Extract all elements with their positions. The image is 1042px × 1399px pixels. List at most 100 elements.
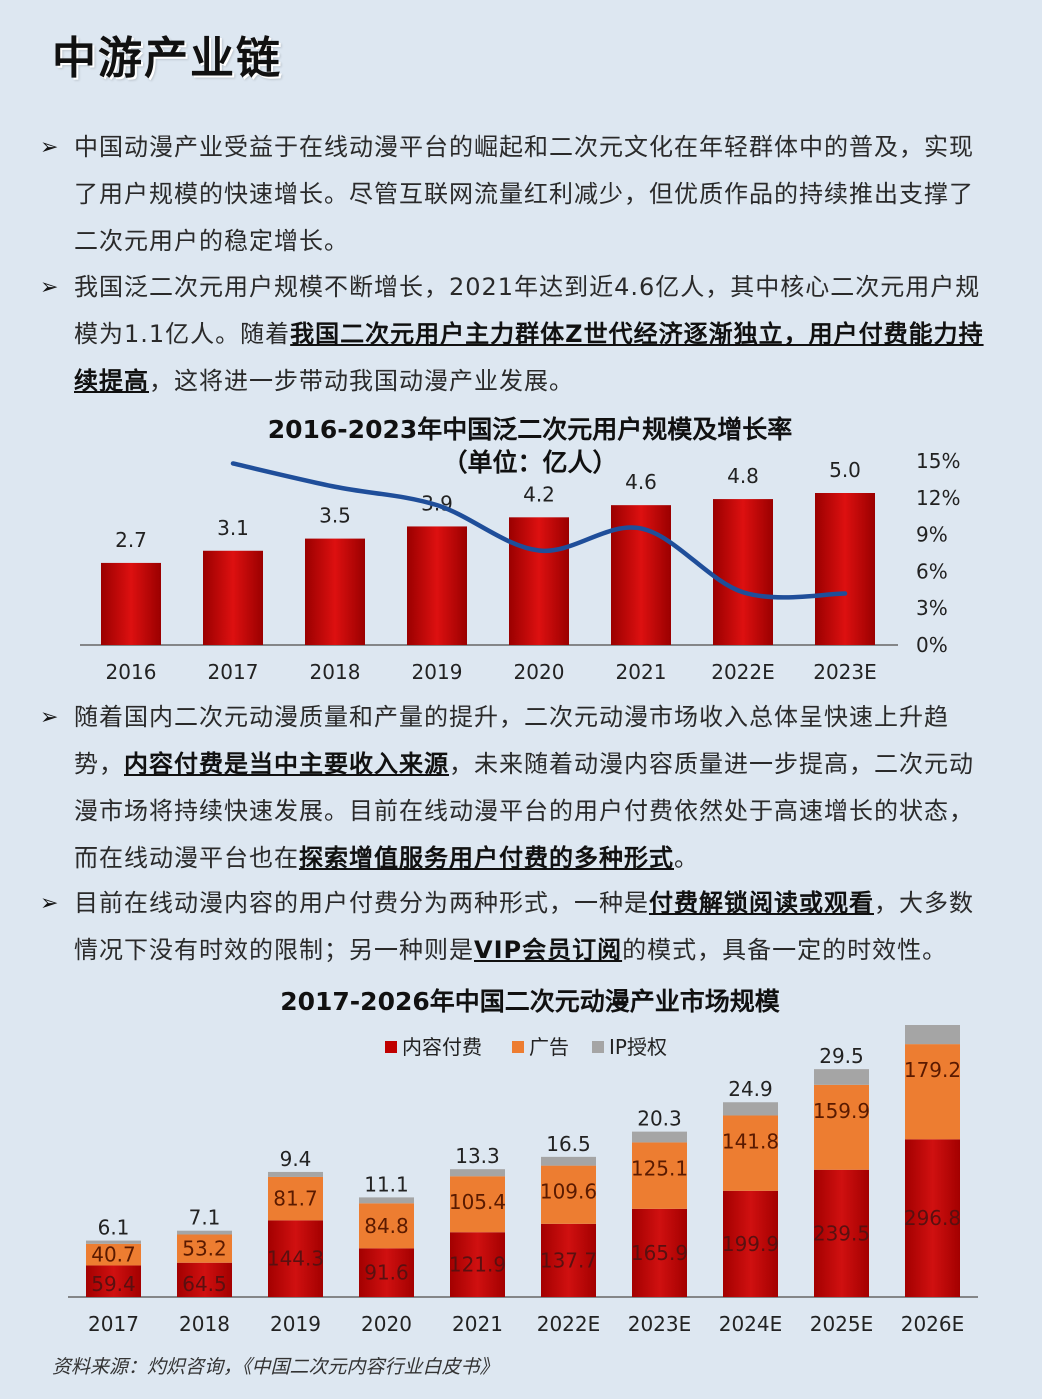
stack-segment-内容付费	[450, 1232, 505, 1297]
arrow-bullet-icon: ➢	[40, 891, 60, 916]
chart2-title: 2017-2026年中国二次元动漫产业市场规模	[280, 987, 780, 1016]
bar-value-label: 3.5	[319, 504, 351, 528]
stack-segment-广告	[905, 1044, 960, 1140]
bar	[407, 526, 467, 645]
body-text: 中国动漫产业受益于在线动漫平台的崛起和二次元文化在年轻群体中的普及，实现了用户规…	[74, 133, 974, 255]
emphasis-text: 内容付费是当中主要收入来源	[124, 750, 449, 778]
body-text: 。	[674, 844, 699, 872]
x-tick-label: 2018	[179, 1312, 230, 1336]
paragraph-3: ➢ 随着国内二次元动漫质量和产量的提升，二次元动漫市场收入总体呈快速上升趋势，内…	[40, 694, 992, 882]
stack-segment-广告	[86, 1243, 141, 1266]
stack-segment-广告	[268, 1176, 323, 1221]
body-text: 随着国内二次元动漫质量和产量的提升，二次元动漫市场收入总体呈快速上升趋势，	[74, 703, 949, 778]
legend-label: IP授权	[609, 1035, 667, 1059]
arrow-bullet-icon: ➢	[40, 275, 60, 300]
stack-segment-内容付费	[723, 1190, 778, 1297]
body-text: ，大多数情况下没有时效的限制；另一种则是	[74, 889, 974, 964]
segment-value-label: 16.5	[546, 1132, 591, 1156]
segment-value-label: 29.5	[819, 1044, 864, 1068]
x-tick-label: 2022E	[537, 1312, 601, 1336]
y2-tick-label: 0%	[916, 633, 948, 657]
stack-segment-内容付费	[541, 1223, 596, 1297]
x-tick-label: 2017	[88, 1312, 139, 1336]
emphasis-text: 我国二次元用户主力群体Z世代经济逐渐独立，用户付费能力持续提高	[74, 320, 984, 395]
y2-tick-label: 9%	[916, 523, 948, 547]
segment-value-label: 141.8	[722, 1129, 779, 1153]
y2-tick-label: 12%	[916, 486, 960, 510]
segment-value-label: 199.9	[722, 1232, 779, 1256]
stack-segment-内容付费	[814, 1169, 869, 1297]
growth-rate-line	[230, 461, 848, 600]
stack-segment-IP授权	[450, 1169, 505, 1177]
bar-value-label: 4.6	[625, 470, 657, 494]
segment-value-label: 7.1	[189, 1206, 221, 1230]
segment-value-label: 64.5	[182, 1272, 227, 1296]
x-tick-label: 2026E	[901, 1312, 965, 1336]
legend-label: 内容付费	[402, 1035, 482, 1059]
bar	[611, 505, 671, 645]
stack-segment-内容付费	[905, 1139, 960, 1297]
paragraph-text: 随着国内二次元动漫质量和产量的提升，二次元动漫市场收入总体呈快速上升趋势，内容付…	[74, 694, 992, 882]
emphasis-text: 探索增值服务用户付费的多种形式	[299, 844, 674, 872]
bar	[203, 550, 263, 645]
segment-value-label: 20.3	[637, 1107, 682, 1131]
segment-value-label: 24.9	[728, 1077, 773, 1101]
x-tick-label: 2021	[452, 1312, 503, 1336]
stack-segment-IP授权	[268, 1171, 323, 1177]
stack-segment-广告	[541, 1165, 596, 1224]
stack-segment-内容付费	[268, 1220, 323, 1297]
segment-value-label: 59.4	[91, 1272, 136, 1296]
paragraph-4: ➢ 目前在线动漫内容的用户付费分为两种形式，一种是付费解锁阅读或观看，大多数情况…	[40, 880, 992, 974]
x-tick-label: 2025E	[810, 1312, 874, 1336]
chart1-title: 2016-2023年中国泛二次元用户规模及增长率	[267, 415, 793, 444]
chart1-subtitle: （单位：亿人）	[442, 448, 618, 477]
segment-value-label: 137.7	[540, 1248, 597, 1272]
x-tick-label: 2019	[412, 660, 463, 684]
bar-value-label: 3.1	[217, 516, 249, 540]
segment-value-label: 165.9	[631, 1241, 688, 1265]
segment-value-label: 239.5	[813, 1221, 870, 1245]
legend-label: 广告	[529, 1035, 569, 1059]
source-note: 资料来源：灼炽咨询，《中国二次元内容行业白皮书》	[52, 1356, 499, 1378]
segment-value-label: 53.2	[182, 1237, 227, 1261]
x-tick-label: 2023E	[628, 1312, 692, 1336]
arrow-bullet-icon: ➢	[40, 135, 60, 160]
stack-segment-内容付费	[359, 1248, 414, 1297]
stack-segment-广告	[359, 1203, 414, 1249]
stack-segment-广告	[450, 1176, 505, 1233]
legend-swatch	[512, 1041, 524, 1053]
segment-value-label: 125.1	[631, 1156, 688, 1180]
bar-value-label: 4.8	[727, 464, 759, 488]
paragraph-text: 中国动漫产业受益于在线动漫平台的崛起和二次元文化在年轻群体中的普及，实现了用户规…	[74, 124, 992, 265]
stack-segment-IP授权	[359, 1197, 414, 1204]
stack-segment-IP授权	[541, 1156, 596, 1166]
arrow-bullet-icon: ➢	[40, 705, 60, 730]
legend-swatch	[592, 1041, 604, 1053]
body-text: ，这将进一步带动我国动漫产业发展。	[149, 367, 574, 395]
segment-value-label: 179.2	[904, 1058, 961, 1082]
x-tick-label: 2020	[514, 660, 565, 684]
segment-value-label: 84.8	[364, 1214, 409, 1238]
body-text: 的模式，具备一定的时效性。	[622, 936, 948, 964]
y2-tick-label: 6%	[916, 559, 948, 583]
stack-segment-广告	[632, 1142, 687, 1209]
bar	[305, 538, 365, 645]
bar-value-label: 4.2	[523, 482, 555, 506]
segment-value-label: 144.3	[267, 1247, 324, 1271]
segment-value-label: 81.7	[273, 1187, 318, 1211]
emphasis-text: VIP会员订阅	[474, 936, 623, 964]
user-scale-chart: 2.720163.120173.520183.920194.220204.620…	[80, 449, 960, 684]
stack-segment-IP授权	[814, 1069, 869, 1085]
stack-segment-内容付费	[177, 1262, 232, 1297]
segment-value-label: 121.9	[449, 1253, 506, 1277]
segment-value-label: 6.1	[98, 1216, 130, 1240]
emphasis-text: 付费解锁阅读或观看	[649, 889, 874, 917]
stack-segment-广告	[723, 1115, 778, 1191]
bar	[713, 499, 773, 645]
stack-segment-IP授权	[632, 1131, 687, 1143]
paragraph-text: 我国泛二次元用户规模不断增长，2021年达到近4.6亿人，其中核心二次元用户规模…	[74, 264, 992, 405]
segment-value-label: 105.4	[449, 1190, 506, 1214]
bar	[815, 493, 875, 645]
bar-value-label: 2.7	[115, 528, 147, 552]
x-tick-label: 2022E	[711, 660, 775, 684]
